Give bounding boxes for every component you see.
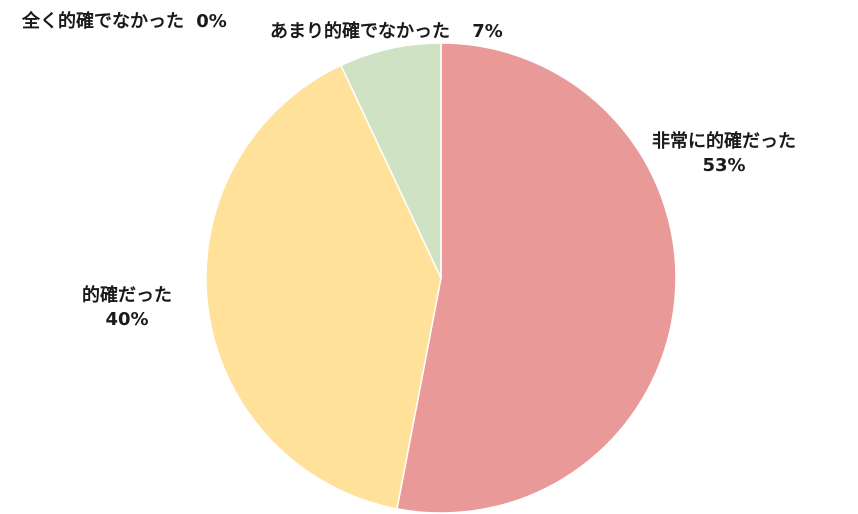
pie-slice-not-very-accurate [340, 42, 442, 279]
slice-label-accurate-name: 的確だった [82, 285, 172, 306]
slice-label-not-accurate-at-all: 全く的確でなかった 0% [22, 10, 227, 34]
slice-label-not-very-accurate: あまり的確でなかった 7% [270, 20, 503, 44]
slice-label-not-accurate-at-all-value: 0% [196, 11, 227, 32]
pie-slice-accurate [205, 64, 442, 510]
slice-label-accurate-value: 40% [105, 309, 149, 330]
slice-label-very-accurate-value: 53% [702, 155, 746, 176]
slice-label-not-accurate-at-all-name: 全く的確でなかった [22, 11, 184, 32]
slice-label-very-accurate: 非常に的確だった 53% [652, 130, 796, 178]
slice-label-not-very-accurate-name: あまり的確でなかった [270, 21, 450, 42]
slice-label-very-accurate-name: 非常に的確だった [652, 131, 796, 152]
slice-label-not-very-accurate-value: 7% [472, 21, 503, 42]
slice-label-accurate: 的確だった 40% [82, 284, 172, 332]
pie-slice-very-accurate [396, 42, 677, 514]
